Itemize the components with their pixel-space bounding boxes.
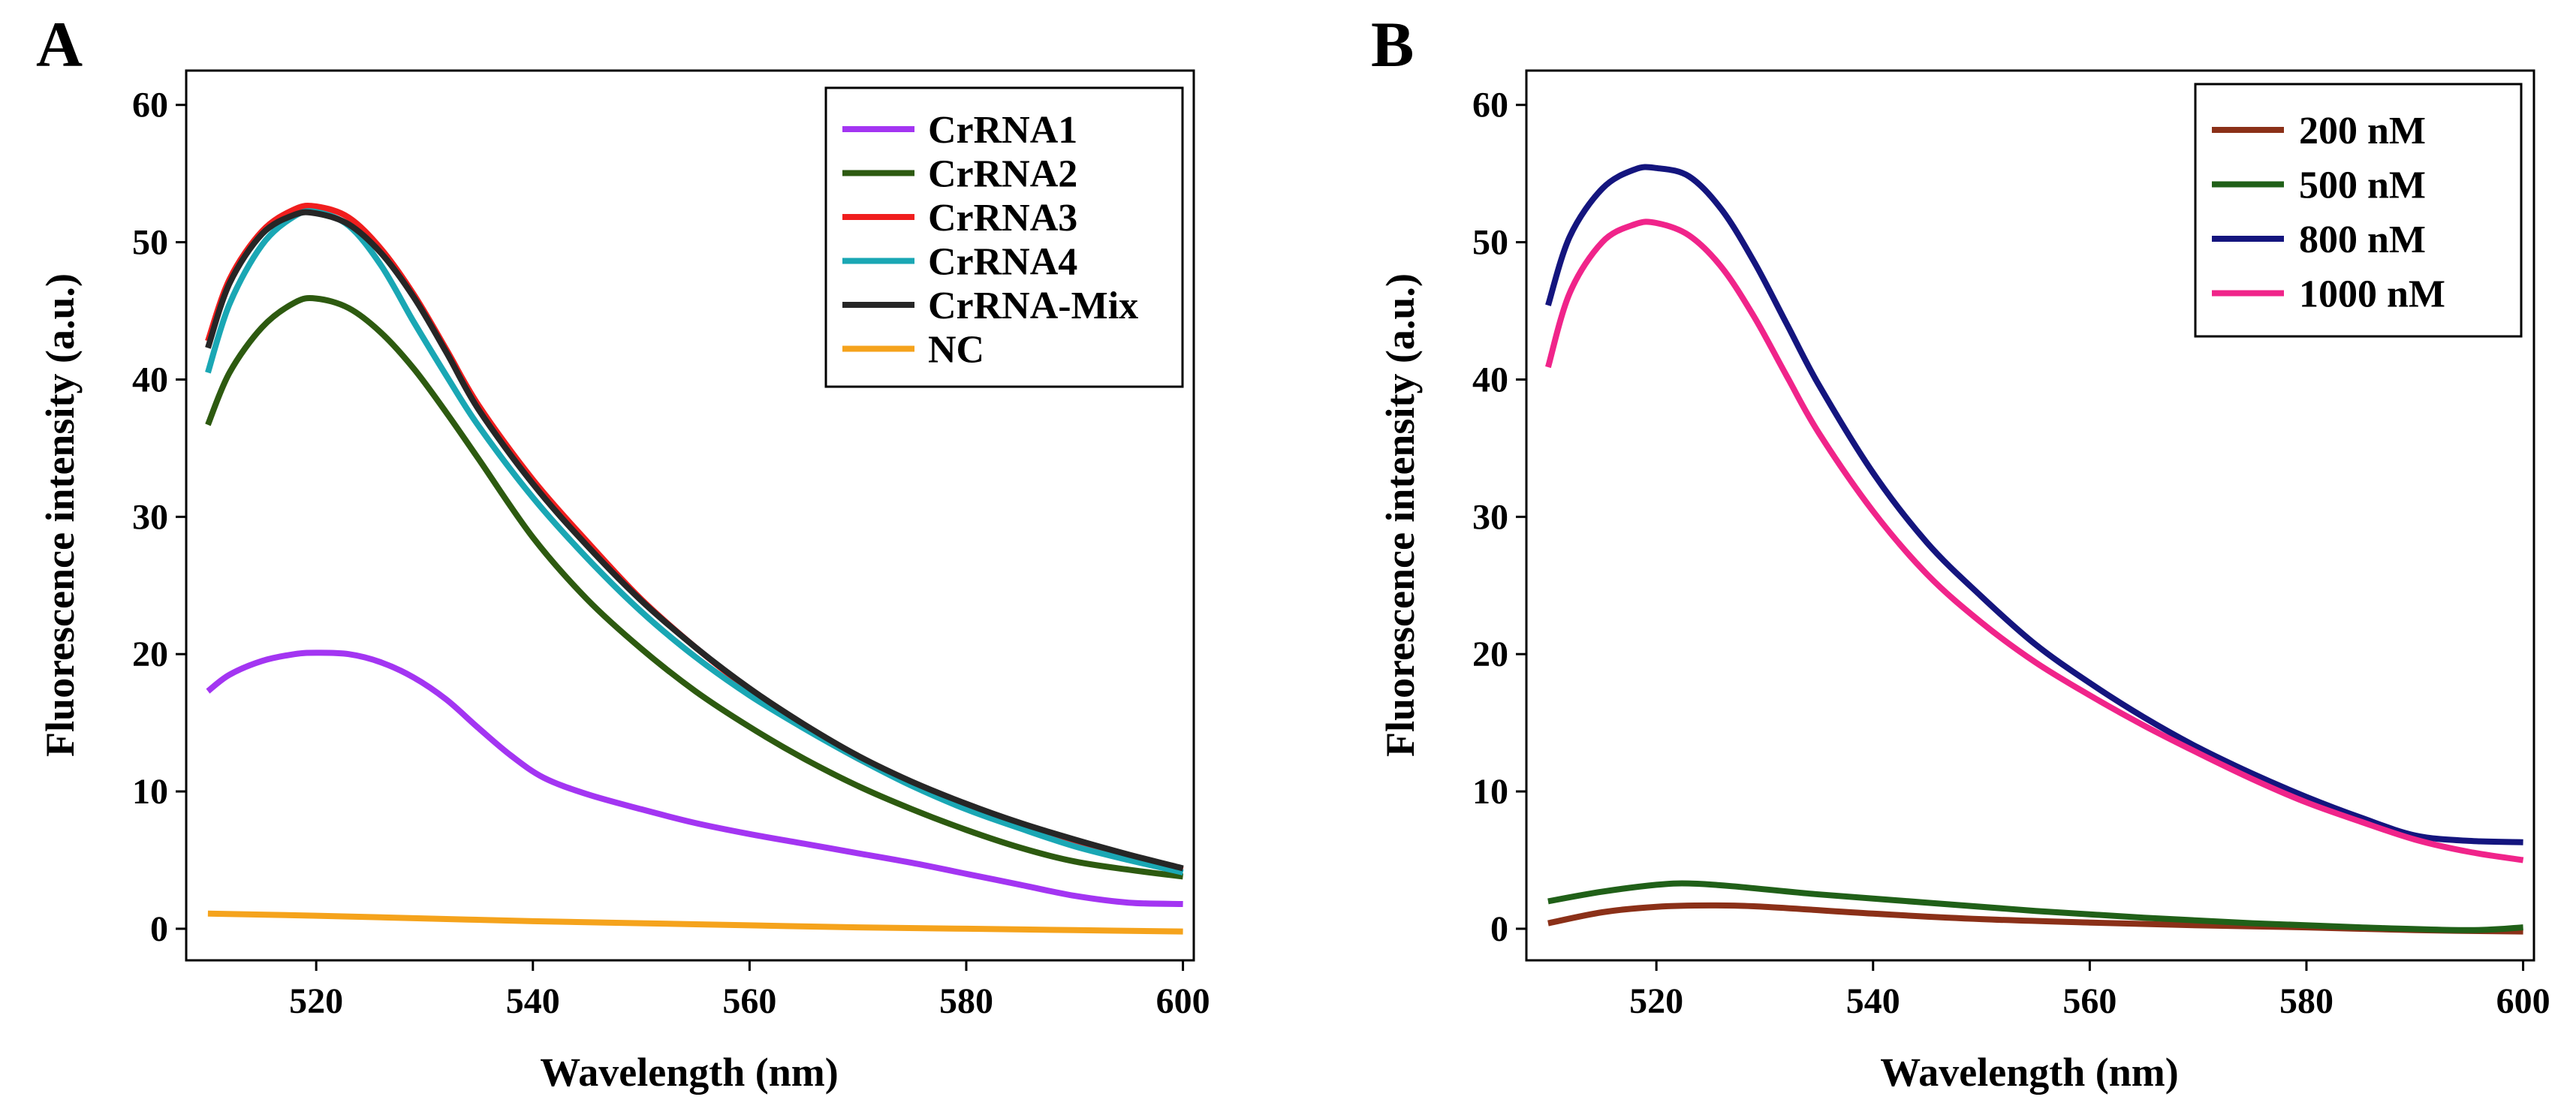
x-tick-label: 580 [2279, 981, 2333, 1021]
series-line-800-nm [1545, 164, 2523, 845]
chart-panel-a: A 0 10 20 30 40 50 60 520 540 560 580 600 Wavelength … [36, 8, 1210, 1095]
x-tick-label: 580 [939, 981, 993, 1021]
series-line-500-nm [1547, 880, 2523, 933]
chart-panel-b: B 0 10 20 30 40 50 60 520 540 560 580 600 Wavelength … [1371, 8, 2550, 1095]
y-axis-title: Fluorescence intensity (a.u.) [1378, 273, 1423, 757]
y-tick-label: 40 [1472, 360, 1508, 399]
x-tick-label: 520 [1629, 981, 1683, 1021]
y-tick-label: 20 [1472, 634, 1508, 674]
x-tick-label: 560 [722, 981, 776, 1021]
y-tick-label: 50 [1472, 223, 1508, 263]
series-line-crrna1 [206, 649, 1183, 907]
legend-entry: CrRNA3 [928, 197, 1077, 240]
x-tick-label: 540 [506, 981, 560, 1021]
legend-entry: 800 nM [2299, 218, 2426, 261]
x-axis-title: Wavelength (nm) [540, 1050, 839, 1095]
legend-entry: CrRNA1 [928, 109, 1077, 152]
panel-label: A [36, 8, 83, 80]
y-tick-label: 0 [1490, 909, 1508, 949]
y-tick-label: 10 [132, 772, 168, 812]
y-tick-label: 30 [132, 497, 168, 537]
panel-label: B [1371, 8, 1414, 80]
x-tick-label: 600 [1156, 981, 1210, 1021]
legend-entry: 1000 nM [2299, 273, 2445, 316]
x-tick-label: 520 [289, 981, 343, 1021]
y-tick-label: 60 [132, 86, 168, 125]
y-tick-label: 40 [132, 360, 168, 399]
x-axis-title: Wavelength (nm) [1880, 1050, 2179, 1095]
x-tick-label: 540 [1846, 981, 1900, 1021]
series-line-crrna-mix [205, 209, 1184, 872]
y-tick-label: 50 [132, 223, 168, 263]
series-line-nc [207, 910, 1183, 935]
x-tick-label: 600 [2496, 981, 2550, 1021]
y-tick-label: 10 [1472, 772, 1508, 812]
legend-entry: CrRNA2 [928, 153, 1077, 196]
legend-entry: CrRNA4 [928, 241, 1077, 284]
y-tick-label: 20 [132, 634, 168, 674]
series-line-1000-nm [1545, 218, 2524, 863]
y-tick-label: 30 [1472, 497, 1508, 537]
legend-entry: 200 nM [2299, 110, 2426, 152]
legend: 200 nM 500 nM 800 nM 1000 nM [2194, 83, 2523, 338]
x-tick-label: 560 [2062, 981, 2117, 1021]
y-tick-label: 0 [150, 909, 168, 949]
y-tick-label: 60 [1472, 86, 1508, 125]
legend-entry: 500 nM [2299, 164, 2426, 207]
plot-frame [1525, 69, 2535, 962]
plot-frame [185, 69, 1195, 962]
series-line-crrna2 [205, 295, 1184, 880]
legend-entry: NC [928, 329, 984, 372]
legend-box [824, 86, 1184, 388]
y-axis-title: Fluorescence intensity (a.u.) [38, 273, 83, 757]
legend-entry: CrRNA-Mix [928, 285, 1138, 327]
